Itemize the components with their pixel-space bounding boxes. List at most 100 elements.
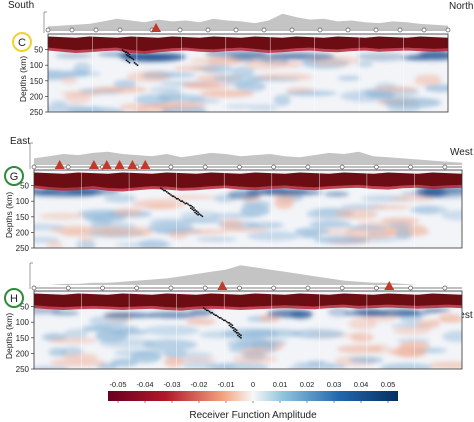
colorbar-label: Receiver Function Amplitude [189,410,317,421]
seismicity-point [180,200,182,203]
seismicity-point [181,200,184,203]
seismicity-point [231,326,234,329]
station-marker [339,164,345,170]
seismicity-point [125,59,128,62]
volcano-marker [54,160,65,169]
seismicity-point [200,214,202,217]
station-marker [339,285,345,291]
colorbar-tick-label: 0.03 [327,380,342,389]
y-tick-label: 200 [16,228,30,237]
seismicity-point [163,189,165,192]
station-marker [442,164,448,170]
seismicity-point [131,57,133,60]
y-tick-label: 250 [16,365,30,374]
seismicity-point [127,54,129,57]
station-marker [421,27,427,33]
seismicity-point [182,201,185,204]
seismicity-point [210,311,212,314]
seismicity-point [185,202,188,205]
seismicity-point [160,187,162,190]
seismicity-point [225,320,228,323]
station-marker [374,164,379,170]
seismicity-point [195,212,198,215]
station-marker [233,27,239,33]
y-tick-label: 50 [20,303,29,312]
seismicity-point [198,213,201,215]
y-tick-label: 150 [16,213,30,222]
seismicity-point [204,308,207,310]
seismicity-point [237,334,239,337]
seismicity-point [231,324,234,327]
seismicity-point [174,196,177,199]
station-marker [317,27,323,33]
receiver-function-image [34,291,462,369]
seismicity-point [238,335,241,338]
seismicity-point [215,314,218,317]
profile-end-label: West [450,147,473,158]
panel-label-g: G [4,166,24,186]
seismicity-point [228,322,231,324]
profile-end-label: North [449,1,473,12]
moho-band [34,171,462,189]
seismicity-point [132,58,135,61]
volcano-marker [140,160,151,169]
topography-profile [48,13,448,29]
seismicity-point [135,63,137,65]
seismicity-point [208,310,211,313]
seismicity-point [172,195,175,198]
seismicity-point [217,315,219,318]
colorbar-ramp [108,391,398,401]
station-marker [93,27,99,33]
seismicity-point [234,330,237,333]
colorbar-tick-label: -0.01 [217,380,234,389]
station-marker [261,27,267,33]
station-marker [100,285,105,291]
y-tick-label: 100 [30,61,44,70]
y-tick-label: 250 [16,244,30,253]
seismicity-point [128,61,131,64]
station-marker [31,164,37,170]
seismicity-points [121,49,139,67]
seismicity-point [238,333,241,335]
seismicity-point [175,197,178,200]
seismicity-point [194,209,197,211]
moho-band [48,35,448,52]
seismicity-point [224,319,227,322]
seismicity-points [202,307,242,339]
colorbar-tick-label: 0.05 [381,380,396,389]
y-axis-label: Depths (km) [4,192,14,238]
volcano-marker [127,160,138,169]
seismicity-point [212,313,215,315]
station-marker [31,285,37,291]
seismicity-point [235,329,238,332]
plot-frame [33,169,463,249]
plot-frame [33,290,463,370]
colorbar-tick-label: 0.01 [273,380,288,389]
seismicity-point [164,189,167,192]
seismicity-point [129,56,132,58]
elevation-axis [29,142,33,169]
seismicity-point [168,192,171,195]
station-marker [45,27,51,33]
station-marker [345,27,351,33]
seismicity-point [230,325,232,328]
station-marker [305,285,311,291]
station-marker [408,285,413,291]
svg-text:C: C [18,37,26,49]
svg-text:H: H [10,293,18,305]
seismicity-point [177,197,179,200]
station-marker [168,285,174,291]
seismicity-point [170,194,172,196]
station-marker [134,285,140,291]
seismicity-point [240,336,242,339]
y-tick-label: 150 [16,334,30,343]
seismicity-point [127,52,129,55]
seismicity-point [237,332,239,334]
station-marker [117,27,123,33]
seismicity-point [211,312,214,314]
y-tick-label: 50 [20,182,29,191]
